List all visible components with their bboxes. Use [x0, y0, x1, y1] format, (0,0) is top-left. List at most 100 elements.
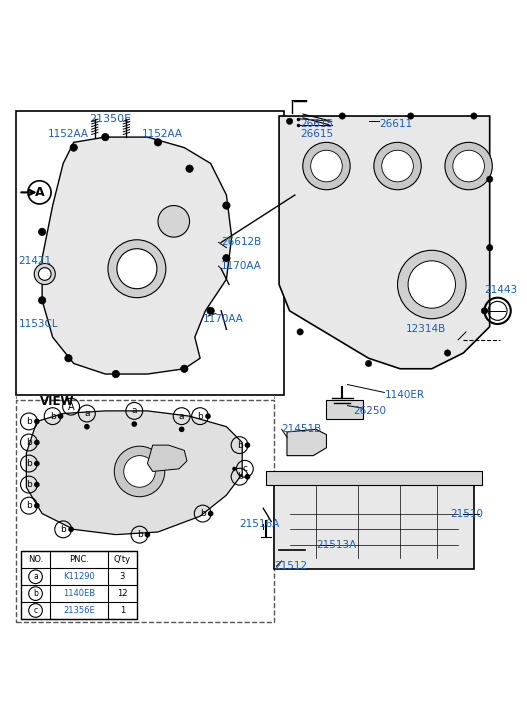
- Circle shape: [453, 150, 484, 182]
- Circle shape: [69, 527, 73, 531]
- Text: a: a: [132, 406, 137, 415]
- Text: 21451B: 21451B: [282, 425, 322, 434]
- Text: b: b: [237, 441, 242, 449]
- Circle shape: [35, 419, 39, 424]
- Text: 26612B: 26612B: [221, 238, 261, 247]
- Text: 21421: 21421: [18, 256, 52, 266]
- Text: c: c: [242, 465, 247, 473]
- Circle shape: [365, 361, 372, 366]
- Text: 26615: 26615: [300, 119, 333, 129]
- Text: b: b: [26, 459, 32, 468]
- FancyBboxPatch shape: [21, 552, 137, 619]
- Circle shape: [232, 467, 237, 471]
- Circle shape: [382, 150, 413, 182]
- Text: 12314B: 12314B: [405, 324, 446, 334]
- Circle shape: [35, 441, 39, 445]
- Circle shape: [112, 370, 120, 378]
- Circle shape: [287, 118, 293, 124]
- Circle shape: [132, 422, 136, 426]
- Text: b: b: [50, 411, 55, 421]
- Circle shape: [38, 297, 46, 304]
- Text: b: b: [26, 501, 32, 510]
- Circle shape: [374, 142, 421, 190]
- Circle shape: [444, 350, 451, 356]
- Polygon shape: [26, 411, 242, 534]
- Text: 1: 1: [120, 606, 125, 615]
- Text: 21356E: 21356E: [63, 606, 95, 615]
- Text: 1170AA: 1170AA: [203, 314, 243, 324]
- FancyBboxPatch shape: [16, 111, 285, 395]
- Circle shape: [407, 113, 414, 119]
- Text: b: b: [26, 480, 32, 489]
- Text: b: b: [26, 438, 32, 447]
- Text: 26611: 26611: [379, 119, 412, 129]
- Circle shape: [397, 250, 466, 318]
- Circle shape: [70, 144, 77, 151]
- Circle shape: [35, 483, 39, 486]
- Circle shape: [124, 456, 155, 487]
- Text: 1170AA: 1170AA: [221, 261, 262, 271]
- Circle shape: [209, 512, 213, 515]
- Circle shape: [181, 365, 188, 372]
- Circle shape: [145, 532, 150, 537]
- Circle shape: [180, 427, 184, 431]
- Text: 26250: 26250: [353, 406, 386, 416]
- Circle shape: [38, 228, 46, 236]
- Circle shape: [65, 355, 72, 362]
- Text: 12: 12: [117, 589, 128, 598]
- Text: VIEW: VIEW: [40, 395, 74, 409]
- Circle shape: [158, 206, 190, 237]
- Circle shape: [246, 443, 250, 447]
- FancyBboxPatch shape: [274, 474, 474, 569]
- Circle shape: [486, 244, 493, 251]
- Circle shape: [35, 462, 39, 466]
- Text: 21443: 21443: [484, 285, 518, 294]
- Circle shape: [481, 308, 487, 314]
- Circle shape: [35, 504, 39, 507]
- Circle shape: [34, 263, 55, 284]
- Text: 21510: 21510: [450, 509, 483, 518]
- Text: 1152AA: 1152AA: [142, 129, 183, 140]
- Text: 21513A: 21513A: [316, 540, 356, 550]
- Circle shape: [310, 150, 342, 182]
- Polygon shape: [148, 445, 187, 471]
- Text: b: b: [26, 417, 32, 426]
- Text: 21350E: 21350E: [90, 114, 132, 124]
- Text: 21512: 21512: [274, 561, 307, 571]
- Circle shape: [38, 268, 51, 281]
- Polygon shape: [287, 430, 326, 456]
- Text: 1153CL: 1153CL: [18, 319, 58, 329]
- Text: NO.: NO.: [28, 555, 43, 564]
- Text: a: a: [84, 409, 90, 418]
- Text: 3: 3: [120, 572, 125, 582]
- Circle shape: [339, 113, 345, 119]
- Text: K11290: K11290: [63, 572, 95, 582]
- Text: 21516A: 21516A: [240, 519, 280, 529]
- Circle shape: [154, 139, 162, 146]
- Circle shape: [445, 142, 492, 190]
- Circle shape: [223, 254, 230, 262]
- FancyBboxPatch shape: [16, 401, 274, 622]
- Circle shape: [186, 165, 193, 172]
- FancyBboxPatch shape: [326, 401, 363, 419]
- Text: 26615: 26615: [300, 129, 333, 140]
- Text: 1140ER: 1140ER: [384, 390, 424, 400]
- Circle shape: [303, 142, 350, 190]
- Circle shape: [486, 176, 493, 182]
- Circle shape: [207, 308, 214, 315]
- Text: c: c: [34, 606, 37, 615]
- Text: b: b: [237, 473, 242, 481]
- Text: a: a: [33, 572, 38, 582]
- Text: 1140EB: 1140EB: [63, 589, 95, 598]
- Polygon shape: [279, 116, 490, 369]
- Circle shape: [297, 329, 304, 335]
- Circle shape: [114, 446, 165, 497]
- Text: Q'ty: Q'ty: [114, 555, 131, 564]
- Circle shape: [108, 240, 166, 297]
- Text: PNC.: PNC.: [69, 555, 89, 564]
- Circle shape: [206, 414, 210, 418]
- Circle shape: [102, 133, 109, 141]
- Circle shape: [117, 249, 157, 289]
- Text: A: A: [68, 402, 74, 411]
- Polygon shape: [42, 137, 232, 374]
